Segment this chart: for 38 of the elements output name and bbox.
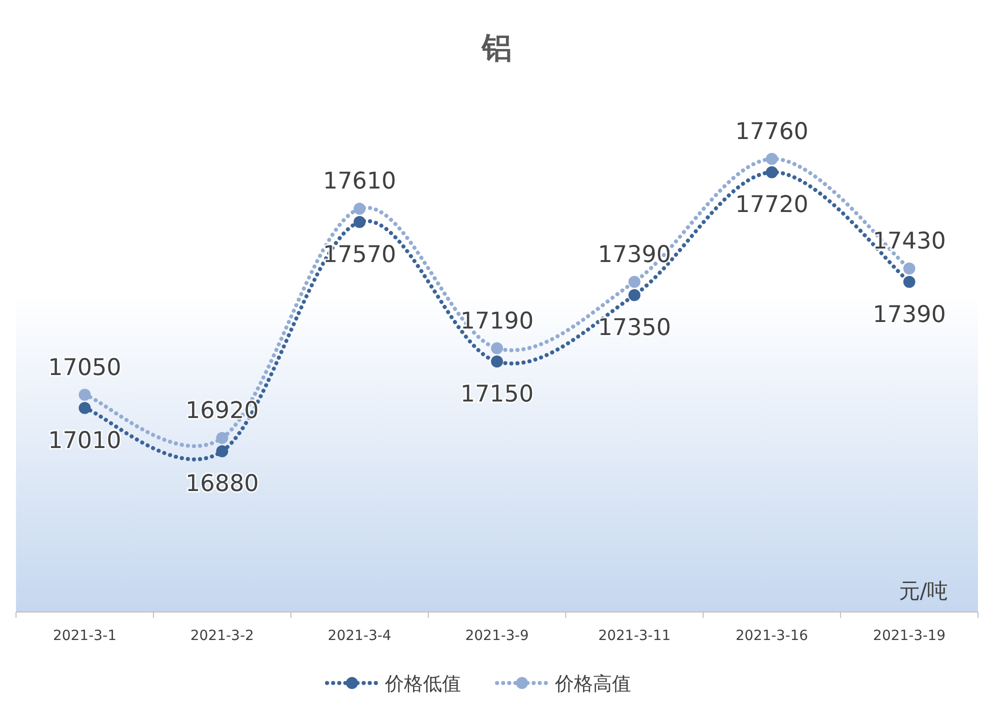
data-label: 17610 <box>322 168 396 195</box>
x-tick-label: 2021-3-1 <box>52 628 116 644</box>
data-label: 17350 <box>598 315 672 342</box>
x-tick-label: 2021-3-16 <box>736 628 808 644</box>
data-label: 17570 <box>322 242 396 268</box>
x-tick-label: 2021-3-9 <box>465 628 529 644</box>
data-label: 16880 <box>186 471 259 498</box>
data-label: 17760 <box>735 118 808 145</box>
point <box>354 216 366 228</box>
data-label: 17150 <box>460 382 534 408</box>
data-label: 17720 <box>735 192 808 218</box>
data-label: 17390 <box>872 302 946 328</box>
chart-title: 铝 <box>480 31 512 66</box>
x-tick-label: 2021-3-2 <box>190 628 254 644</box>
point <box>78 402 91 414</box>
point <box>903 262 916 275</box>
data-label: 17010 <box>48 428 122 454</box>
x-tick-label: 2021-3-4 <box>328 628 392 644</box>
legend-label: 价格低值 <box>384 673 461 695</box>
point <box>628 289 640 302</box>
x-tick-label: 2021-3-11 <box>598 628 671 644</box>
point <box>903 276 916 288</box>
point <box>766 166 778 178</box>
data-label: 17190 <box>460 308 534 334</box>
point <box>628 276 640 288</box>
point <box>216 432 228 444</box>
data-label: 17430 <box>872 228 946 255</box>
point <box>766 152 778 165</box>
x-tick-label: 2021-3-19 <box>873 628 946 644</box>
point <box>354 202 366 215</box>
point <box>491 342 503 354</box>
text: 元/吨 <box>898 579 948 603</box>
data-label: 16920 <box>186 398 259 424</box>
legend-label: 价格高值 <box>554 673 631 695</box>
point <box>78 388 91 401</box>
data-label: 17050 <box>48 354 122 381</box>
point <box>491 356 503 368</box>
point <box>216 445 228 458</box>
